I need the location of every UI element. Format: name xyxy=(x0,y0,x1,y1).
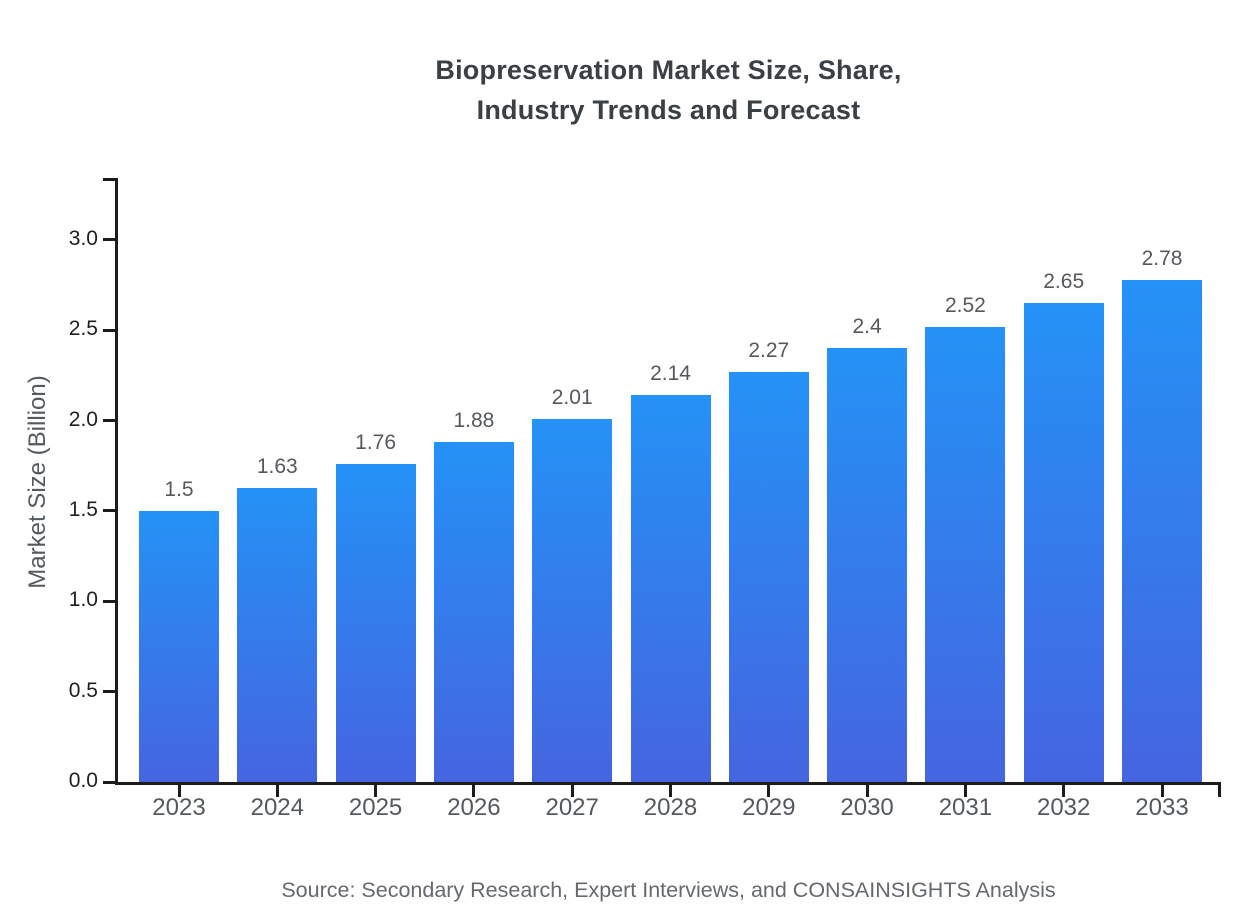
bar-value-label: 1.63 xyxy=(256,454,298,478)
x-axis-tick xyxy=(374,785,378,797)
y-axis-tick-label: 2.0 xyxy=(68,407,98,431)
bar-2030 xyxy=(827,348,908,782)
x-axis-tick xyxy=(865,785,869,797)
y-axis-tick xyxy=(103,419,115,423)
x-axis-cap-tick xyxy=(1218,785,1221,797)
bar-value-label: 1.88 xyxy=(453,409,495,433)
bar-value-label: 2.14 xyxy=(650,362,691,386)
x-axis-tick xyxy=(472,785,476,797)
bar-2032 xyxy=(1023,303,1104,782)
bar-value-label: 2.65 xyxy=(1043,270,1085,294)
x-axis-tick xyxy=(963,785,967,797)
bar-value-label: 2.78 xyxy=(1141,246,1183,270)
x-axis-tick xyxy=(275,785,279,797)
bar-2027 xyxy=(532,418,613,782)
x-axis-tick xyxy=(570,785,574,797)
bar-value-label: 1.76 xyxy=(355,431,397,455)
bar-2033 xyxy=(1122,279,1202,782)
y-axis-tick xyxy=(103,509,115,513)
x-axis-tick-label: 2030 xyxy=(840,794,894,821)
bar-value-label: 2.01 xyxy=(551,385,593,409)
y-axis-tick xyxy=(103,780,115,784)
x-axis-tick-label: 2026 xyxy=(447,794,501,821)
y-axis-tick xyxy=(103,328,115,332)
x-axis-tick-label: 2024 xyxy=(250,794,304,821)
bar-2028 xyxy=(630,395,711,782)
x-axis-tick xyxy=(669,785,672,797)
bar-2023 xyxy=(139,510,219,782)
x-axis-spine xyxy=(115,782,1221,785)
x-axis-tick xyxy=(177,785,181,797)
bar-value-label: 2.52 xyxy=(944,293,986,317)
x-axis-tick-label: 2029 xyxy=(742,794,796,821)
x-axis-tick-label: 2028 xyxy=(643,794,698,821)
bar-2024 xyxy=(237,487,318,782)
bar-value-label: 2.4 xyxy=(852,315,882,339)
y-axis-cap-tick xyxy=(103,178,115,181)
y-axis-tick xyxy=(103,238,115,242)
x-axis-tick-label: 2027 xyxy=(545,794,599,821)
y-axis-tick-label: 1.0 xyxy=(68,588,98,612)
y-axis-tick xyxy=(103,690,115,694)
x-axis-tick-label: 2033 xyxy=(1135,794,1189,821)
y-axis-tick-label: 2.5 xyxy=(68,317,98,341)
bar-2031 xyxy=(925,326,1006,782)
x-axis-tick xyxy=(767,785,771,797)
bar-2026 xyxy=(433,442,514,782)
x-axis-tick xyxy=(1062,785,1066,797)
bar-value-label: 1.5 xyxy=(164,477,194,501)
x-axis-tick-label: 2025 xyxy=(348,794,403,821)
x-axis-tick-label: 2032 xyxy=(1036,794,1091,821)
y-axis-tick-label: 0.0 xyxy=(68,769,98,792)
source-note: Source: Secondary Research, Expert Inter… xyxy=(281,878,1056,902)
y-axis-tick-label: 3.0 xyxy=(68,226,98,250)
x-axis-tick xyxy=(1160,785,1164,797)
bar-2029 xyxy=(728,371,809,782)
y-axis-spine xyxy=(115,178,118,785)
y-axis-label: Market Size (Billion) xyxy=(24,375,51,589)
y-axis-tick xyxy=(103,599,115,603)
bar-value-label: 2.27 xyxy=(748,338,790,362)
chart-title: Biopreservation Market Size, Share, Indu… xyxy=(435,55,902,125)
y-axis-tick-label: 0.5 xyxy=(68,678,98,702)
x-axis-tick-label: 2031 xyxy=(938,794,993,821)
x-axis-tick-label: 2023 xyxy=(152,794,206,821)
bar-2025 xyxy=(335,464,416,782)
y-axis-tick-label: 1.5 xyxy=(68,497,98,521)
